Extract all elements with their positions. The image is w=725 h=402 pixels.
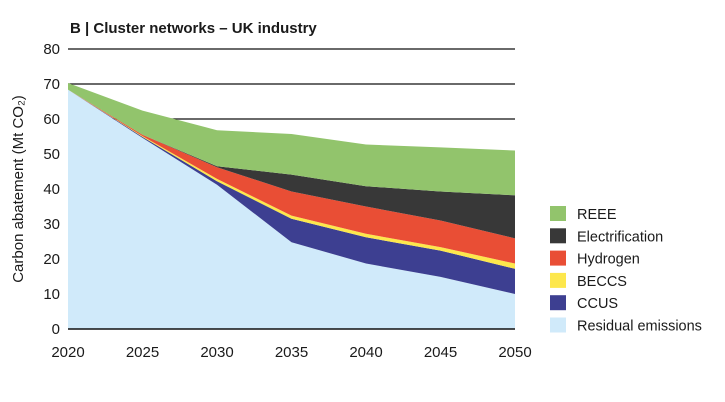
y-tick-label: 10 <box>43 286 60 303</box>
area-hydrogen <box>68 89 515 264</box>
y-tick-label: 40 <box>43 181 60 198</box>
x-tick-label: 2030 <box>200 344 233 361</box>
x-tick-label: 2045 <box>424 344 457 361</box>
area-ccus <box>68 89 515 294</box>
x-tick-label: 2035 <box>275 344 308 361</box>
legend-label: Electrification <box>577 229 663 245</box>
area-reee <box>68 82 515 196</box>
y-tick-label: 70 <box>43 76 60 93</box>
legend-swatch <box>550 206 566 221</box>
legend-swatch <box>550 317 566 333</box>
y-tick-label: 60 <box>43 111 60 128</box>
y-tick-label: 50 <box>43 146 60 163</box>
legend-swatch <box>550 250 566 266</box>
y-tick-label: 30 <box>43 216 60 233</box>
x-tick-label: 2025 <box>126 344 159 361</box>
legend-swatch <box>550 295 566 311</box>
legend-swatch <box>550 228 566 244</box>
legend-label: Hydrogen <box>577 252 640 268</box>
area-residual-emissions <box>68 89 515 329</box>
x-tick-label: 2040 <box>349 344 382 361</box>
legend-label: Residual emissions <box>577 319 702 335</box>
legend-swatch <box>550 272 566 288</box>
y-tick-label: 80 <box>43 41 60 58</box>
legend-label: BECCS <box>577 274 627 290</box>
y-tick-label: 0 <box>52 321 60 338</box>
y-tick-label: 20 <box>43 251 60 268</box>
area-electrification <box>68 89 515 239</box>
x-tick-label: 2020 <box>51 344 84 361</box>
x-tick-label: 2050 <box>498 344 531 361</box>
legend-label: CCUS <box>577 296 618 312</box>
y-axis-label: Carbon abatement (Mt CO₂) <box>10 95 27 283</box>
legend-label: REEE <box>577 207 617 223</box>
chart-title: B | Cluster networks – UK industry <box>70 20 317 37</box>
